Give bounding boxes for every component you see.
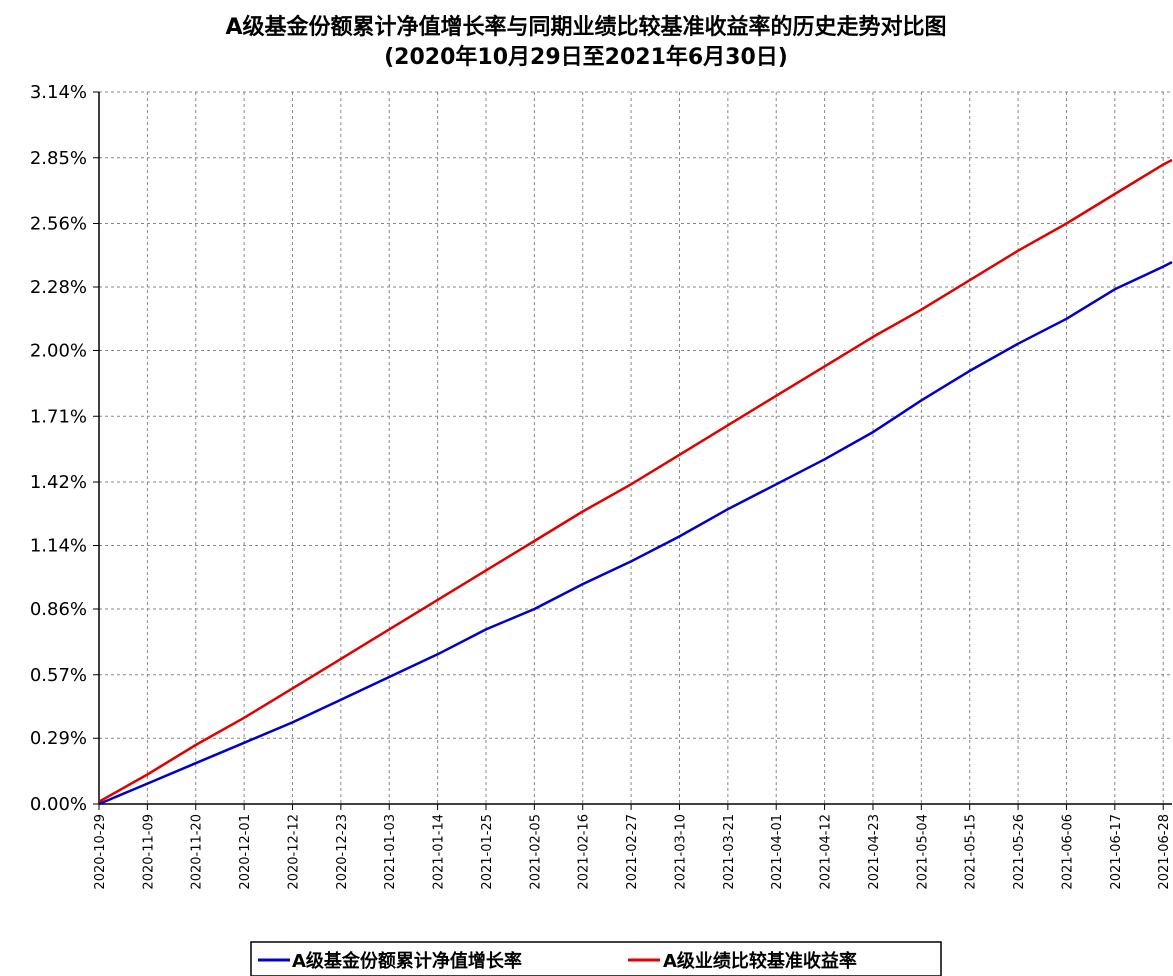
y-tick-labels: 0.00% 0.29% 0.57% 0.86% 1.14% 1.42% 1.71% 2.00%… (30, 82, 87, 815)
chart-subtitle: (2020年10月29日至2021年6月30日) (384, 44, 788, 70)
legend: A级基金份额累计净值增长率 A级业绩比较基准收益率 (250, 941, 942, 976)
y-tick-label: 0.29% (30, 728, 87, 749)
x-tick-label: 2021-02-27 (625, 814, 640, 890)
x-tick-label: 2020-11-20 (190, 814, 205, 890)
series-line-nav (98, 260, 1173, 806)
x-tick-label: 2021-02-05 (528, 814, 543, 890)
x-tick-label: 2021-06-17 (1109, 814, 1124, 890)
x-tick-label: 2021-04-23 (867, 814, 882, 890)
series-line-benchmark (98, 158, 1173, 803)
x-tick-label: 2020-10-29 (93, 814, 108, 890)
y-tick-label: 0.86% (30, 599, 87, 620)
legend-box (250, 941, 942, 976)
y-tick-label: 2.28% (30, 277, 87, 298)
x-tick-label: 2021-05-04 (915, 814, 930, 890)
x-tick-label: 2020-12-01 (238, 814, 253, 890)
x-tick-label: 2021-06-28 (1157, 814, 1172, 890)
x-tick-label: 2020-12-12 (286, 814, 301, 890)
y-tick-label: 1.42% (30, 472, 87, 493)
y-tick-label: 0.57% (30, 665, 87, 686)
y-tick-label: 2.56% (30, 214, 87, 235)
x-tick-label: 2021-02-16 (577, 814, 592, 890)
legend-label-benchmark: A级业绩比较基准收益率 (663, 950, 857, 972)
series-lines (98, 158, 1173, 806)
x-tick-label: 2021-05-15 (964, 814, 979, 890)
x-tick-labels: 2020-10-29 2020-11-09 2020-11-20 2020-12-01… (93, 814, 1172, 890)
grid (99, 91, 1172, 804)
x-tick-label: 2021-01-03 (383, 814, 398, 890)
x-tick-label: 2021-03-21 (722, 814, 737, 890)
axes (93, 91, 1172, 810)
y-tick-label: 1.14% (30, 536, 87, 557)
y-tick-label: 3.14% (30, 82, 87, 103)
y-tick-label: 1.71% (30, 406, 87, 427)
x-tick-label: 2021-04-01 (770, 814, 785, 890)
x-tick-label: 2021-01-25 (480, 814, 495, 890)
x-tick-label: 2021-04-12 (819, 814, 834, 890)
x-tick-label: 2020-12-23 (335, 814, 350, 890)
x-tick-label: 2021-06-06 (1060, 814, 1075, 890)
y-tick-label: 2.85% (30, 148, 87, 169)
x-tick-label: 2021-03-10 (673, 814, 688, 890)
x-tick-label: 2021-05-26 (1012, 814, 1027, 890)
chart-title: A级基金份额累计净值增长率与同期业绩比较基准收益率的历史走势对比图 (225, 14, 946, 40)
legend-label-nav: A级基金份额累计净值增长率 (292, 950, 522, 972)
x-tick-label: 2020-11-09 (141, 814, 156, 890)
y-tick-label: 2.00% (30, 340, 87, 361)
y-tick-label: 0.00% (30, 794, 87, 815)
x-tick-label: 2021-01-14 (432, 814, 447, 890)
